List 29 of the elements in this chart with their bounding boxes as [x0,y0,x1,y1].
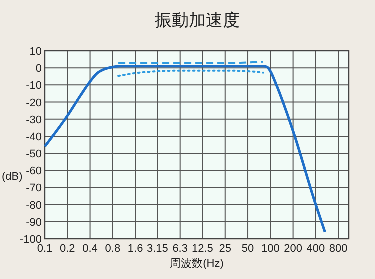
x-tick-label: 25 [219,243,232,255]
y-tick-label: -60 [26,166,42,178]
y-tick-label: 0 [36,63,42,76]
y-tick-label: -20 [26,97,42,110]
y-tick-label: -50 [26,148,42,161]
y-tick-label: -40 [26,131,42,144]
y-tick-label: -70 [26,182,42,195]
x-tick-label: 6.3 [172,243,188,255]
x-tick-label: 400 [306,243,326,255]
y-tick-label: -80 [26,200,42,212]
x-tick-label: 3.15 [146,243,168,255]
x-tick-label: 0.2 [60,243,76,255]
x-tick-label: 1.6 [128,243,144,255]
y-axis-title: (dB) [2,171,23,183]
x-tick-label: 50 [242,243,254,255]
x-tick-label: 800 [329,243,348,255]
x-tick-label: 0.4 [82,243,98,255]
y-tick-label: -100 [20,234,42,246]
chart-title: 振動加速度 [155,11,240,30]
x-tick-label: 200 [284,243,302,255]
x-tick-label: 12.5 [192,243,214,255]
x-axis-title: 周波数(Hz) [170,257,224,270]
y-tick-label: 10 [30,46,42,58]
x-tick-label: 100 [261,243,280,255]
y-tick-label: -10 [26,80,42,92]
y-tick-label: -30 [26,114,42,126]
x-tick-label: 0.8 [105,243,121,255]
y-tick-label: -90 [26,216,42,229]
x-tick-label: 0.1 [37,243,53,255]
